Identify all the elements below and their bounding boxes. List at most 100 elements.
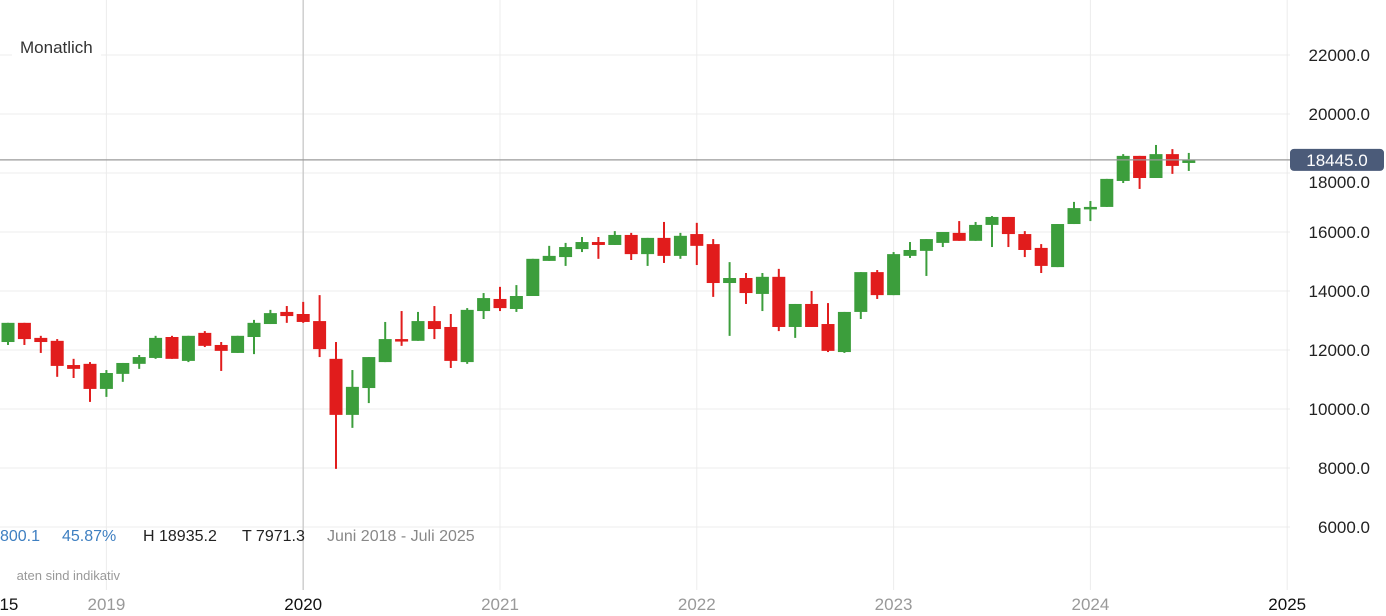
candle-body	[772, 276, 786, 327]
candle-body	[231, 335, 245, 353]
candle	[181, 335, 195, 363]
candle-body	[641, 237, 655, 255]
y-tick-label: 16000.0	[1309, 223, 1370, 242]
candle-body	[165, 337, 179, 359]
candle	[837, 311, 851, 353]
candle-body	[788, 303, 802, 327]
candle	[1133, 155, 1147, 189]
candle	[985, 216, 999, 248]
low-value: T 7971.3	[242, 528, 305, 545]
grid	[0, 0, 1290, 590]
candle-body	[427, 321, 441, 330]
candle	[296, 301, 310, 323]
candle-body	[1018, 234, 1032, 250]
candle-body	[198, 332, 212, 346]
candle	[624, 232, 638, 261]
candle-body	[575, 242, 589, 250]
x-tick-label: 2019	[87, 595, 125, 614]
candle	[395, 311, 409, 346]
candle-body	[345, 386, 359, 415]
candle-body	[837, 311, 851, 353]
candle	[854, 272, 868, 320]
candles	[1, 144, 1196, 469]
candle	[936, 231, 950, 248]
x-axis: 015 2019 2020 2021 2022 2023 2024 2025	[0, 595, 1306, 614]
candle	[1, 322, 15, 345]
candle	[132, 355, 146, 369]
candle-body	[1182, 159, 1196, 163]
last-price-badge	[1290, 148, 1384, 171]
candle	[870, 270, 884, 299]
candle	[1034, 244, 1048, 273]
candle	[559, 242, 573, 266]
change-percent: 45.87%	[62, 528, 117, 545]
date-range: Juni 2018 - Juli 2025	[327, 528, 475, 545]
candle-body	[1083, 206, 1097, 210]
x-tick-label: 2022	[678, 595, 716, 614]
candle-body	[477, 298, 491, 312]
x-tick-label: 2020	[284, 595, 322, 614]
candle	[641, 237, 655, 266]
candle	[313, 295, 327, 358]
candle-body	[149, 337, 163, 358]
candle-body	[116, 362, 130, 374]
x-tick-label: 2024	[1071, 595, 1109, 614]
candle	[575, 237, 589, 253]
candle	[99, 370, 113, 397]
candle	[444, 313, 458, 368]
interval-label[interactable]: Monatlich	[12, 36, 101, 60]
candle	[362, 357, 376, 404]
candle-body	[706, 244, 720, 284]
candle	[17, 322, 31, 345]
candle	[657, 221, 671, 263]
candle	[591, 237, 605, 259]
candle-body	[919, 239, 933, 251]
y-tick-label: 8000.0	[1318, 459, 1370, 478]
candle	[1083, 201, 1097, 222]
candle	[165, 335, 179, 359]
candle-body	[34, 337, 48, 343]
last-price-indicator: 18445.0	[0, 148, 1384, 171]
x-tick-label: 015	[0, 595, 18, 614]
candle-body	[559, 247, 573, 258]
y-axis: 6000.0 8000.0 10000.0 12000.0 14000.0 16000.0…	[1309, 46, 1370, 537]
change-value: 800.1	[0, 528, 40, 545]
candle-body	[509, 296, 523, 309]
candle-body	[1100, 178, 1114, 207]
candle	[50, 339, 64, 377]
candle-body	[673, 235, 687, 256]
candle-body	[1116, 155, 1130, 181]
candle	[903, 242, 917, 258]
candle	[887, 252, 901, 296]
candle	[280, 306, 294, 323]
candle-body	[280, 311, 294, 317]
candle	[149, 335, 163, 359]
candle-body	[542, 255, 556, 261]
candle	[1051, 224, 1065, 268]
candle	[542, 245, 556, 261]
candle	[1018, 231, 1032, 258]
candle-body	[378, 339, 392, 363]
candle-body	[657, 237, 671, 256]
candle	[345, 370, 359, 428]
candle-body	[1133, 155, 1147, 179]
x-tick-label: 2025	[1268, 595, 1306, 614]
candle	[969, 221, 983, 241]
y-tick-label: 6000.0	[1318, 518, 1370, 537]
candle	[116, 362, 130, 382]
candle-body	[296, 313, 310, 322]
disclaimer-note: aten sind indikativ	[16, 568, 120, 583]
candle	[1001, 216, 1015, 248]
candle	[706, 239, 720, 297]
candle-body	[493, 298, 507, 309]
candle-body	[755, 276, 769, 294]
candle-body	[50, 340, 64, 366]
candle	[1182, 152, 1196, 171]
candle-body	[17, 322, 31, 340]
candle	[723, 262, 737, 336]
candle	[919, 239, 933, 276]
candle-body	[870, 272, 884, 296]
candle	[1116, 154, 1130, 184]
candle-body	[67, 365, 81, 369]
